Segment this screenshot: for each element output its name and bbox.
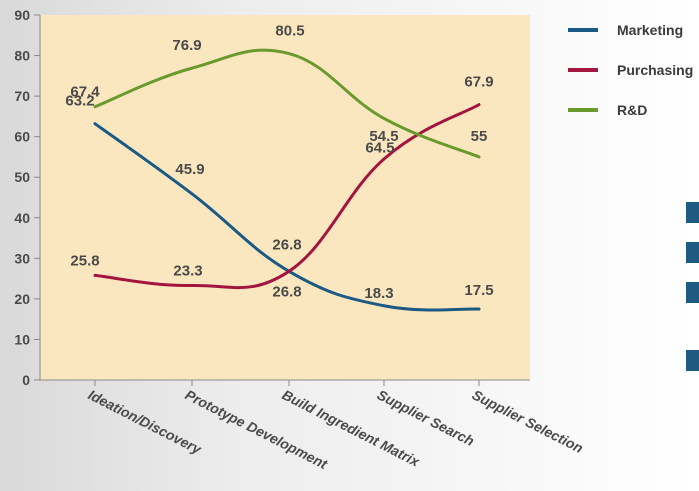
- data-label: 25.8: [70, 252, 99, 269]
- data-label: 23.3: [173, 263, 202, 280]
- data-label: 26.8: [272, 283, 301, 300]
- data-label: 64.5: [365, 139, 394, 156]
- y-tick-label: 80: [14, 48, 30, 64]
- data-label: 80.5: [275, 23, 304, 40]
- decorative-bar: [686, 242, 699, 263]
- plot-area: [40, 15, 530, 380]
- data-label: 26.8: [272, 236, 301, 253]
- y-tick-label: 0: [22, 372, 30, 388]
- decorative-bar: [686, 202, 699, 223]
- data-label: 54.5: [369, 128, 398, 145]
- decorative-bar: [686, 350, 699, 371]
- series-line-r-d: [93, 48, 481, 159]
- y-tick-label: 10: [14, 331, 30, 347]
- data-label: 67.4: [70, 84, 100, 101]
- y-tick-label: 30: [14, 250, 30, 266]
- series-lines: [93, 48, 481, 312]
- data-label: 63.2: [65, 93, 94, 110]
- data-label: 45.9: [175, 161, 204, 178]
- legend: Marketing Purchasing R&D: [568, 22, 693, 118]
- legend-label: Marketing: [617, 22, 683, 38]
- data-labels: 63.2 45.9 26.8 18.3 17.5 25.8 23.3 26.8 54.5 67.9…: [65, 23, 493, 302]
- data-label: 55: [471, 128, 488, 145]
- data-label: 17.5: [464, 282, 493, 299]
- data-label: 67.9: [464, 74, 493, 91]
- data-label: 76.9: [172, 37, 201, 54]
- data-label: 18.3: [364, 285, 393, 302]
- y-tick-label: 40: [14, 210, 30, 226]
- decorative-bar: [686, 282, 699, 303]
- legend-label: Purchasing: [617, 62, 693, 78]
- x-tick-label: Supplier Selection: [470, 386, 586, 456]
- y-tick-label: 70: [14, 88, 30, 104]
- y-tick-label: 60: [14, 129, 30, 145]
- y-tick-label: 90: [14, 7, 30, 23]
- series-line-purchasing: [93, 103, 481, 290]
- y-tick-label: 20: [14, 291, 30, 307]
- legend-label: R&D: [617, 102, 647, 118]
- y-tick-label: 50: [14, 169, 30, 185]
